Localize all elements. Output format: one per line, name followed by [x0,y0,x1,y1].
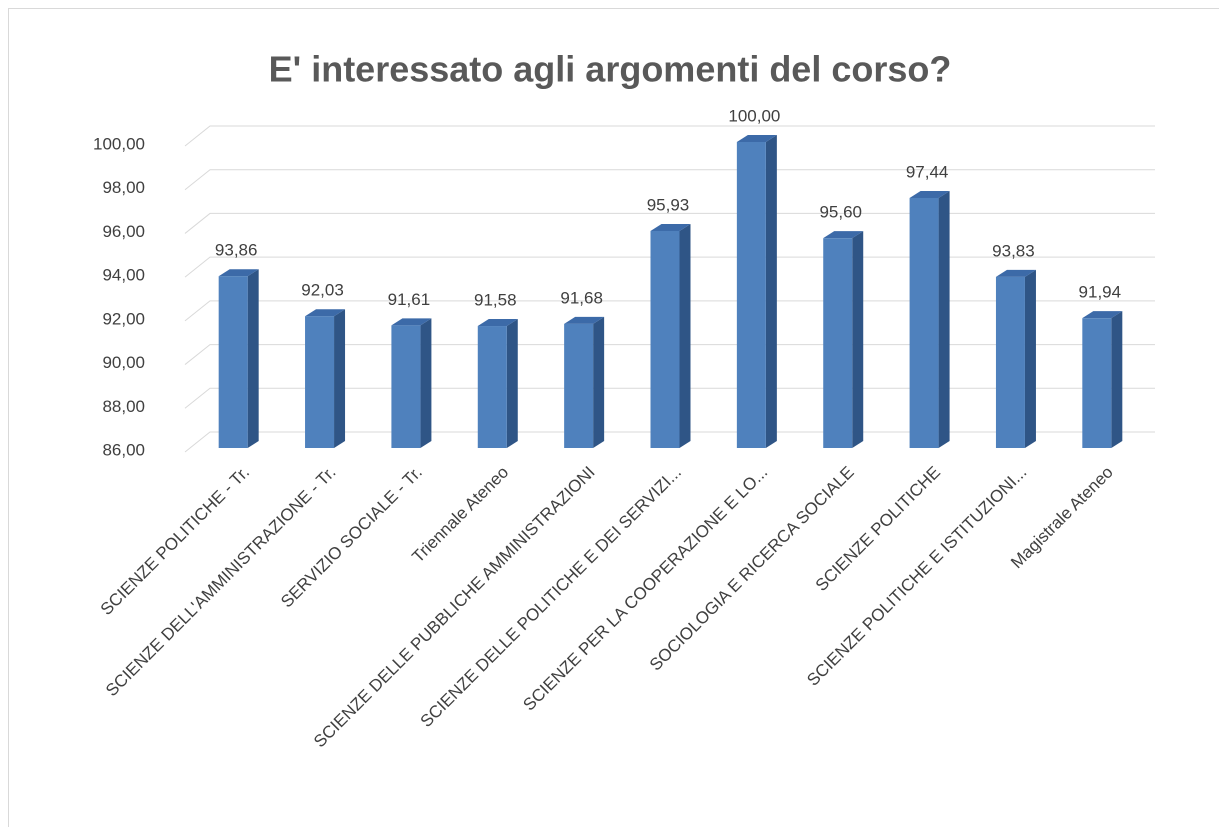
grid-line [184,169,1155,191]
bar-group [995,269,1036,448]
y-tick-label: 92,00 [102,309,145,328]
bar-group [909,190,950,448]
bar-top [391,318,432,326]
bar-top [736,135,777,142]
bar [909,197,939,448]
bar [650,230,680,448]
y-tick-label: 100,00 [93,134,145,153]
y-tick-label: 88,00 [102,397,145,416]
bar [823,238,853,448]
bar-side [334,309,346,448]
y-tick-label: 86,00 [102,440,145,459]
bar [218,276,248,448]
value-label: 91,61 [388,290,431,309]
bar-top [909,190,950,198]
bar-side [938,190,950,448]
bar [305,316,335,448]
value-label: 100,00 [728,106,780,125]
bar-group [564,316,605,448]
chart-frame [8,8,1219,827]
bar-side [679,223,691,448]
y-tick-label: 90,00 [102,353,145,372]
y-tick-label: 98,00 [102,178,145,197]
value-label: 92,03 [301,281,344,300]
bar [1082,318,1112,448]
bar-top [218,269,259,277]
value-label: 93,83 [992,241,1035,260]
bar-group [736,135,777,448]
value-label: 97,44 [906,162,949,181]
bar-group [305,309,346,448]
value-label: 91,94 [1079,283,1122,302]
bar-top [823,231,864,239]
bar-top [995,269,1036,277]
bar [391,325,421,448]
bar-side [506,319,518,448]
chart-title: E' interessato agli argomenti del corso? [269,49,952,90]
y-tick-label: 94,00 [102,266,145,285]
bar [477,326,507,448]
value-label: 91,68 [560,288,603,307]
bar-top [650,223,691,231]
bar-side [420,318,432,448]
bar-top [564,316,605,324]
value-label: 93,86 [215,241,258,260]
bar-top [305,309,346,317]
bar-group [823,231,864,448]
bar-group [391,318,432,448]
bar-group [218,269,259,448]
bar-side [765,135,777,448]
bar [564,323,594,448]
bar-side [247,269,259,448]
value-label: 95,93 [647,195,690,214]
bar-top [477,319,518,327]
bar-side [852,231,864,448]
bar-side [1024,269,1036,448]
bar-side [1111,311,1123,448]
bar-top [1082,311,1123,319]
value-label: 95,60 [819,203,862,222]
y-tick-label: 96,00 [102,222,145,241]
bar-group [1082,311,1123,448]
grid-line [184,125,1155,147]
value-label: 91,58 [474,291,517,310]
bar [995,276,1025,448]
bar [736,142,766,448]
bar-side [593,316,605,448]
bar-group [477,319,518,448]
grid-line [184,212,1155,234]
bar-group [650,223,691,448]
